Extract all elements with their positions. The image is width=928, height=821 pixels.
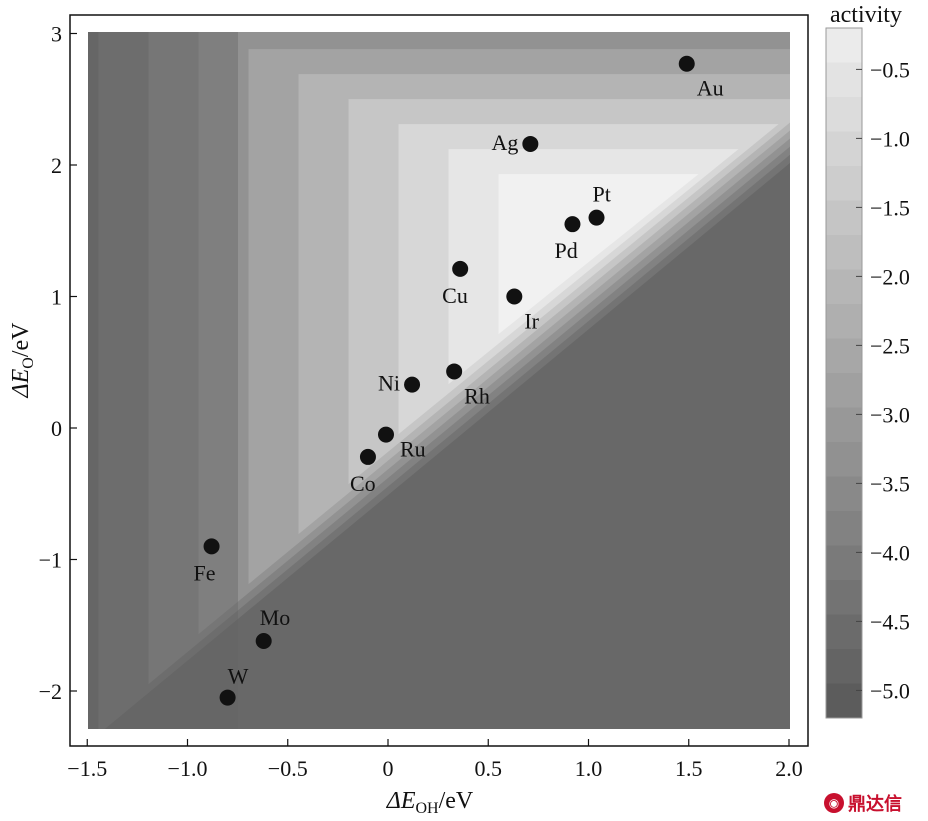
plot-area (69, 14, 809, 747)
y-tick-label: 3 (51, 22, 62, 47)
watermark: ◉ 鼎达信 (824, 790, 902, 816)
colorbar-segment (826, 407, 862, 443)
y-tick-label: 1 (51, 285, 62, 310)
watermark-logo-icon: ◉ (824, 793, 844, 813)
point-rh (446, 363, 463, 380)
colorbar-segment (826, 62, 862, 98)
y-tick-label: 2 (51, 153, 62, 178)
point-label-ag: Ag (491, 130, 518, 155)
x-tick-label: 1.5 (675, 756, 703, 781)
point-pt (588, 209, 605, 226)
x-tick-label: −1.0 (168, 756, 208, 781)
colorbar-tick-label: −2.0 (870, 264, 910, 289)
x-tick-label: −0.5 (268, 756, 308, 781)
point-ru (377, 426, 394, 443)
point-label-cu: Cu (442, 283, 468, 308)
data-points: Au Ag Pt Pd Cu Ir Ni Rh Ru Co Fe Mo W (194, 55, 724, 706)
point-ag (522, 135, 539, 152)
colorbar-segment (826, 442, 862, 477)
point-pd (564, 216, 581, 233)
point-ni (404, 376, 421, 393)
point-label-pt: Pt (593, 182, 611, 207)
colorbar-tick-label: −2.5 (870, 333, 910, 358)
point-w (219, 689, 236, 706)
x-tick-label: −1.5 (67, 756, 107, 781)
colorbar-tick-label: −1.0 (870, 126, 910, 151)
colorbar-segment (826, 649, 862, 684)
point-cu (452, 260, 469, 277)
colorbar-segment (826, 28, 862, 63)
colorbar-tick-label: −0.5 (870, 57, 910, 82)
colorbar-segment (826, 166, 862, 201)
colorbar-segment (826, 304, 862, 339)
x-axis-title: ΔEOH/eV (386, 788, 474, 817)
point-label-w: W (228, 664, 249, 689)
point-co (359, 448, 376, 465)
colorbar-segment (826, 476, 862, 512)
y-tick-label: −2 (39, 679, 62, 704)
y-axis-title: ΔEO/eV (8, 322, 37, 399)
left-shade (88, 32, 238, 729)
point-label-ru: Ru (400, 437, 426, 462)
axes: −1.5 −1.0 −0.5 0 0.5 1.0 1.5 2.0 −2 −1 0 1 2 3 ΔEOH/eV… (8, 22, 803, 818)
colorbar-tick-label: −3.5 (870, 471, 910, 496)
colorbar-title: activity (830, 2, 902, 28)
colorbar-tick-label: −1.5 (870, 195, 910, 220)
x-tick-label: 0 (383, 756, 394, 781)
colorbar-segment (826, 683, 862, 719)
x-tick-label: 0.5 (475, 756, 503, 781)
point-label-pd: Pd (554, 238, 577, 263)
colorbar-segment (826, 580, 862, 615)
colorbar-segment (826, 338, 862, 374)
plot-frame (69, 14, 809, 747)
point-fe (203, 538, 220, 555)
colorbar-segment (826, 511, 862, 546)
point-label-au: Au (697, 76, 724, 101)
watermark-text: 鼎达信 (848, 794, 902, 815)
y-tick-label: 0 (51, 416, 62, 441)
point-mo (255, 633, 272, 650)
colorbar-segment (826, 269, 862, 305)
point-label-ni: Ni (378, 371, 400, 396)
point-label-ir: Ir (524, 309, 539, 334)
point-label-rh: Rh (464, 383, 490, 408)
colorbar-segment (826, 131, 862, 167)
point-label-mo: Mo (260, 605, 291, 630)
x-tick-label: 2.0 (775, 756, 803, 781)
colorbar-tick-label: −4.0 (870, 540, 910, 565)
point-label-fe: Fe (194, 560, 216, 585)
colorbar-segment (826, 97, 862, 132)
colorbar-segment (826, 235, 862, 270)
point-ir (506, 288, 523, 305)
colorbar-tick-label: −3.0 (870, 402, 910, 427)
colorbar-frame (825, 27, 863, 719)
colorbar-segment (826, 373, 862, 408)
colorbar-segment (826, 200, 862, 236)
colorbar-tick-label: −5.0 (870, 678, 910, 703)
contour-band (498, 174, 699, 335)
colorbar: −0.5 −1.0 −1.5 −2.0 −2.5 −3.0 −3.5 −4.0 −4.5 −5.0… (825, 2, 910, 719)
colorbar-segment (826, 614, 862, 650)
x-tick-label: 1.0 (575, 756, 603, 781)
colorbar-tick-label: −4.5 (870, 609, 910, 634)
point-label-co: Co (350, 471, 376, 496)
colorbar-segment (826, 545, 862, 581)
point-au (678, 55, 695, 72)
y-tick-label: −1 (39, 548, 62, 573)
